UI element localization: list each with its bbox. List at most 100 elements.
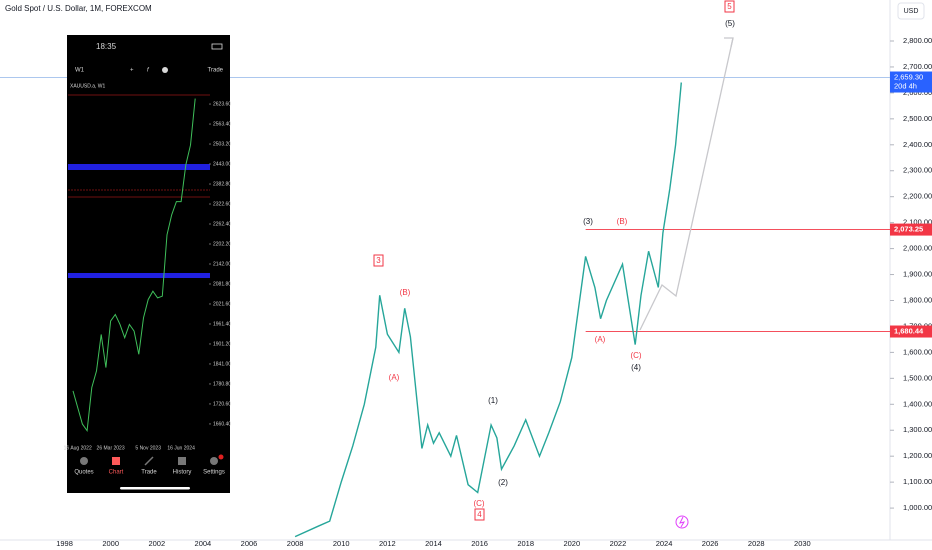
y-tick-label: 1,200.00 xyxy=(903,451,932,460)
current-price-label: 2,659.30 xyxy=(894,72,923,81)
tab-icon xyxy=(144,456,154,466)
x-tick-label: 2002 xyxy=(148,539,165,548)
x-tick-label: 2024 xyxy=(656,539,673,548)
wave-label: (1) xyxy=(488,396,498,405)
x-tick-label: 2006 xyxy=(241,539,258,548)
wave-box xyxy=(724,0,735,13)
tab-label[interactable]: Quotes xyxy=(74,470,93,476)
tab-label[interactable]: Settings xyxy=(203,470,225,476)
x-tick-label: 2030 xyxy=(794,539,811,548)
x-tick-label: 2010 xyxy=(333,539,350,548)
x-tick-label: 2008 xyxy=(287,539,304,548)
tab-label[interactable]: Trade xyxy=(141,470,157,476)
currency-box[interactable] xyxy=(897,2,925,20)
inset-y-tick-label: 1780.80 xyxy=(213,381,231,387)
inset-x-tick-label: 16 Aug 2022 xyxy=(64,445,92,451)
inset-y-tick-label: 1720.60 xyxy=(213,401,231,407)
inset-zone xyxy=(68,273,210,278)
y-tick-label: 2,500.00 xyxy=(903,114,932,123)
wave-label: (2) xyxy=(498,478,508,487)
wave-label: (A) xyxy=(595,335,606,344)
wave-box xyxy=(474,508,485,521)
y-tick-label: 2,400.00 xyxy=(903,140,932,149)
y-tick-label: 2,100.00 xyxy=(903,218,932,227)
current-price-tag xyxy=(890,71,932,93)
inset-y-tick-label: 2021.60 xyxy=(213,301,231,307)
y-tick-label: 2,200.00 xyxy=(903,192,932,201)
wave-label: 3 xyxy=(376,256,381,265)
wave-label: (3) xyxy=(583,217,593,226)
wave-label: (4) xyxy=(631,363,641,372)
y-tick-label: 1,600.00 xyxy=(903,347,932,356)
y-tick-label: 2,700.00 xyxy=(903,62,932,71)
inset-y-tick-label: 2202.20 xyxy=(213,241,231,247)
y-tick-label: 1,900.00 xyxy=(903,270,932,279)
inset-y-tick-label: 1961.40 xyxy=(213,321,231,327)
y-tick-label: 1,000.00 xyxy=(903,503,932,512)
inset-x-tick-label: 16 Jun 2024 xyxy=(167,445,195,451)
inset-x-tick-label: 26 Mar 2023 xyxy=(97,445,125,451)
inset-y-tick-label: 1660.40 xyxy=(213,421,231,427)
inset-y-tick-label: 2623.60 xyxy=(213,101,231,107)
wave-label: (A) xyxy=(389,373,400,382)
tab-icon xyxy=(210,457,218,465)
x-tick-label: 2028 xyxy=(748,539,765,548)
wave-label: 5 xyxy=(727,2,732,11)
x-tick-label: 2016 xyxy=(471,539,488,548)
indicator-icon: f xyxy=(147,68,150,74)
phone-trade-button[interactable]: Trade xyxy=(208,68,224,74)
inset-y-tick-label: 2563.40 xyxy=(213,121,231,127)
wave-box xyxy=(373,254,384,267)
y-tick-label: 2,000.00 xyxy=(903,244,932,253)
tab-label[interactable]: Chart xyxy=(109,470,124,476)
tab-icon xyxy=(178,457,186,465)
wave-label: 4 xyxy=(477,510,482,519)
objects-icon xyxy=(162,67,168,73)
x-tick-label: 2004 xyxy=(195,539,212,548)
inset-y-tick-label: 1841.00 xyxy=(213,361,231,367)
phone-screen xyxy=(67,35,230,493)
x-tick-label: 1998 xyxy=(56,539,73,548)
y-tick-label: 2,800.00 xyxy=(903,36,932,45)
inset-y-tick-label: 2443.00 xyxy=(213,161,231,167)
badge xyxy=(218,454,224,460)
countdown-label: 20d 4h xyxy=(894,81,917,90)
inset-y-tick-label: 2503.20 xyxy=(213,141,231,147)
x-tick-label: 2022 xyxy=(610,539,627,548)
y-tick-label: 1,100.00 xyxy=(903,477,932,486)
phone-tabs: Quotes Chart Trade History Settings xyxy=(74,454,225,490)
price-line xyxy=(294,82,682,538)
tab-label[interactable]: History xyxy=(173,470,192,476)
wave-annotations: 5 (5) 3 (B) (A) (3) (B) (A) (C) (4) (1) … xyxy=(373,0,735,521)
inset-y-tick-label: 1901.20 xyxy=(213,341,231,347)
phone-timeframe: W1 xyxy=(75,68,85,74)
arrow-head xyxy=(724,37,734,48)
x-tick-label: 2020 xyxy=(563,539,580,548)
tab-icon xyxy=(80,457,88,465)
inset-y-tick-label: 2322.60 xyxy=(213,201,231,207)
y-tick-label: 1,800.00 xyxy=(903,295,932,304)
crosshair-icon: + xyxy=(130,68,134,74)
tab-icon xyxy=(112,457,120,465)
level-label: 1,680.44 xyxy=(894,326,924,335)
wave-label: (5) xyxy=(725,19,735,28)
projection-arrow xyxy=(639,37,734,331)
inset-plot: 1660.40 1720.60 1780.80 1841.00 1901.20 1961.… xyxy=(64,98,231,451)
wave-label: (C) xyxy=(473,499,484,508)
currency-label: USD xyxy=(904,8,919,15)
event-icon[interactable] xyxy=(675,515,689,529)
home-indicator xyxy=(120,487,190,490)
x-tick-label: 2012 xyxy=(379,539,396,548)
level-tag xyxy=(890,325,932,338)
x-tick-label: 2000 xyxy=(102,539,119,548)
x-tick-label: 2014 xyxy=(425,539,442,548)
level-label: 2,073.25 xyxy=(894,225,923,234)
inset-zone xyxy=(68,164,210,170)
main-plot: 1,000.00 1,100.00 1,200.00 1,300.00 1,400.00… xyxy=(0,36,932,548)
inset-title: XAUUSD.a, W1 xyxy=(70,83,106,89)
y-tick-label: 1,400.00 xyxy=(903,399,932,408)
y-tick-label: 1,300.00 xyxy=(903,425,932,434)
inset-x-tick-label: 5 Nov 2023 xyxy=(135,445,161,451)
inset-y-tick-label: 2262.40 xyxy=(213,221,231,227)
